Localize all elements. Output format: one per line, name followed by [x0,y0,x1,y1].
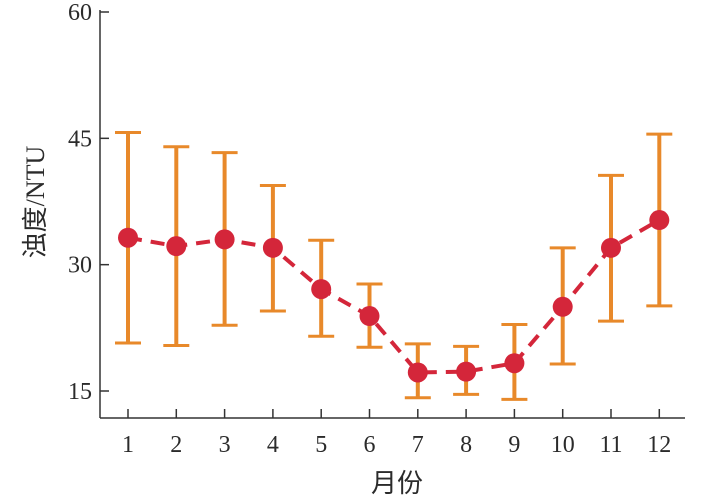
data-point-1 [118,227,138,248]
x-tick-label-5: 5 [315,432,327,458]
x-tick-label-4: 4 [267,432,279,458]
x-tick-label-1: 1 [122,432,134,458]
x-tick-label-6: 6 [364,432,376,458]
x-tick-label-2: 2 [170,432,182,458]
y-tick-label-15: 15 [68,379,92,405]
y-tick-label-60: 60 [68,0,92,26]
data-point-6 [359,306,380,327]
data-point-10 [552,296,573,317]
data-point-4 [262,237,283,258]
data-point-9 [504,353,525,374]
data-point-11 [601,237,621,258]
x-tick-label-9: 9 [508,432,520,458]
data-point-3 [214,229,235,250]
data-point-2 [166,236,187,257]
x-tick-label-11: 11 [599,432,622,458]
data-point-5 [311,279,332,300]
x-tick-label-7: 7 [412,432,424,458]
x-tick-label-12: 12 [647,432,671,458]
series-line-group [127,218,661,375]
x-tick-label-10: 10 [551,432,575,458]
x-tick-label-3: 3 [219,432,231,458]
y-axis-title: 浊度/NTU [21,145,50,258]
data-point-7 [407,362,428,383]
error-bars [115,130,673,401]
data-point-12 [649,210,670,231]
y-tick-label-45: 45 [68,126,92,152]
data-points [118,210,670,383]
x-axis-title: 月份 [371,469,423,498]
y-tick-label-30: 30 [68,253,92,279]
x-tick-label-8: 8 [460,432,472,458]
data-point-8 [456,361,477,382]
series-line [127,218,661,375]
